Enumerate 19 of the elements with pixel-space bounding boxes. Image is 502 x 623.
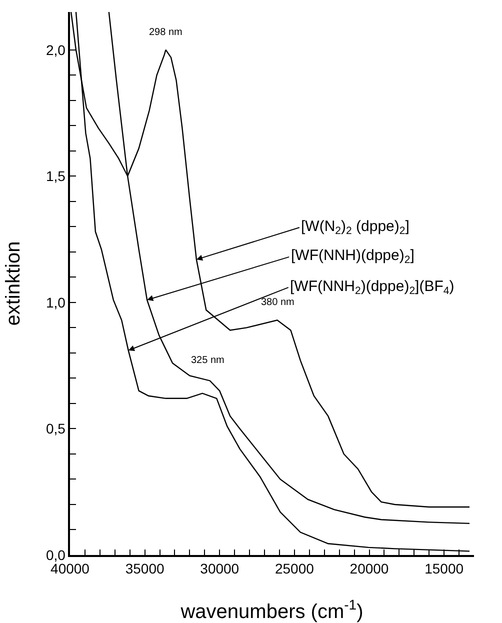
- y-tick-label: 1,0: [46, 294, 66, 310]
- annotation: 325 nm: [191, 355, 224, 366]
- annotation: 380 nm: [261, 297, 294, 308]
- annotation: 298 nm: [149, 27, 182, 38]
- x-axis-title: wavenumbers (cm$^{-1}$): [180, 596, 364, 623]
- x-tick-label: 20000: [350, 560, 389, 577]
- x-tick-label: 25000: [274, 560, 314, 577]
- y-tick-label: 1,5: [46, 168, 66, 184]
- annotation: [WF(NNH)(dppe)$_{2}$]: [291, 247, 414, 266]
- annotation: [W(N$_{2}$)$_{2}$ (dppe)$_{2}$]: [301, 218, 410, 238]
- y-tick-label: 0,0: [46, 546, 66, 563]
- x-tick-label: 30000: [200, 560, 240, 577]
- y-tick-label: 2,0: [46, 42, 66, 58]
- y-tick-label: 0,5: [46, 420, 66, 437]
- x-tick-label: 40000: [50, 560, 90, 577]
- annotation: [WF(NNH$_{2}$)(dppe)$_{2}$](BF$_{4}$): [290, 278, 454, 298]
- y-axis-title: extinktion: [2, 241, 24, 326]
- x-tick-label: 15000: [424, 560, 464, 577]
- x-tick-label: 35000: [125, 560, 164, 577]
